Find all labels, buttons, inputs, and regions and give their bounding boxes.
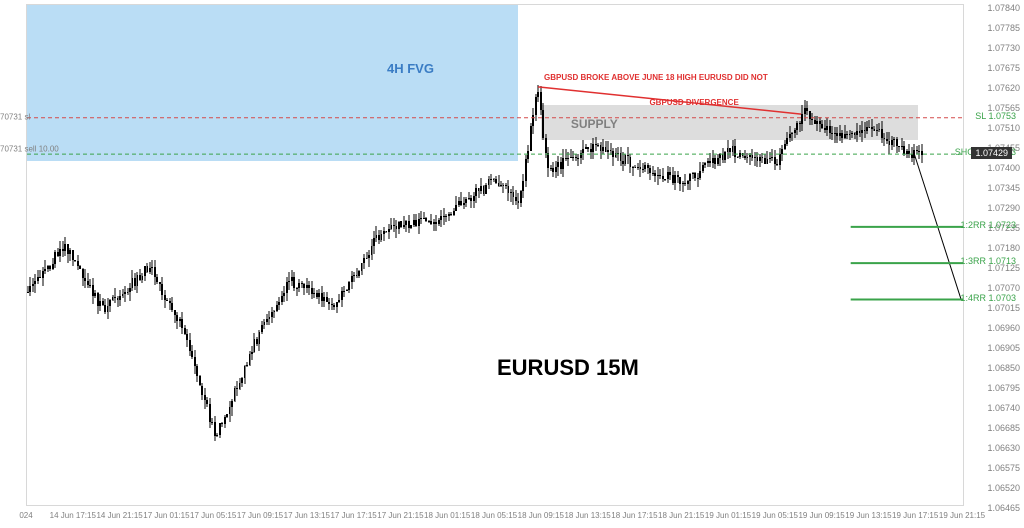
x-tick-label: 17 Jun 17:15: [330, 511, 376, 520]
chart-title: EURUSD 15M: [497, 355, 639, 381]
y-tick-label: 1.07400: [987, 163, 1020, 173]
y-tick-label: 1.07510: [987, 123, 1020, 133]
x-tick-label: 18 Jun 05:15: [471, 511, 517, 520]
y-tick-label: 1.06905: [987, 343, 1020, 353]
x-tick-label: 19 Jun 13:15: [845, 511, 891, 520]
x-tick-label: 18 Jun 17:15: [611, 511, 657, 520]
y-tick-label: 1.06795: [987, 383, 1020, 393]
y-tick-label: 1.06740: [987, 403, 1020, 413]
y-axis: 1.064651.065201.065751.066301.066851.067…: [964, 4, 1024, 504]
x-axis: 02414 Jun 17:1514 Jun 21:1517 Jun 01:151…: [26, 506, 962, 528]
x-tick-label: 14 Jun 21:15: [96, 511, 142, 520]
x-tick-label: 17 Jun 01:15: [143, 511, 189, 520]
y-tick-label: 1.07180: [987, 243, 1020, 253]
x-tick-label: 17 Jun 05:15: [190, 511, 236, 520]
y-tick-label: 1.07290: [987, 203, 1020, 213]
level-label: SL 1.0753: [975, 111, 1016, 121]
y-tick-label: 1.06630: [987, 443, 1020, 453]
x-tick-label: 18 Jun 21:15: [658, 511, 704, 520]
y-tick-label: 1.06520: [987, 483, 1020, 493]
x-tick-label: 19 Jun 21:15: [939, 511, 985, 520]
y-tick-label: 1.07345: [987, 183, 1020, 193]
x-tick-label: 19 Jun 17:15: [892, 511, 938, 520]
y-tick-label: 1.07840: [987, 3, 1020, 13]
y-tick-label: 1.06960: [987, 323, 1020, 333]
y-tick-label: 1.07675: [987, 63, 1020, 73]
chart-container: EURUSD 15M 4H FVG SUPPLY GBPUSD BROKE AB…: [0, 0, 1024, 528]
x-tick-label: 17 Jun 09:15: [237, 511, 283, 520]
y-tick-label: 1.07015: [987, 303, 1020, 313]
current-price-box: 1.07429: [971, 147, 1012, 159]
x-tick-label: 18 Jun 13:15: [564, 511, 610, 520]
level-label: 1:4RR 1.0703: [960, 293, 1016, 303]
x-tick-label: 14 Jun 17:15: [50, 511, 96, 520]
level-label: 1:3RR 1.0713: [960, 256, 1016, 266]
plot-area[interactable]: EURUSD 15M 4H FVG SUPPLY GBPUSD BROKE AB…: [26, 4, 964, 506]
supply-zone-label: SUPPLY: [571, 117, 618, 131]
x-tick-label: 17 Jun 13:15: [284, 511, 330, 520]
x-tick-label: 19 Jun 05:15: [752, 511, 798, 520]
y-tick-label: 1.06685: [987, 423, 1020, 433]
divergence-annotation-2: GBPUSD DIVERGENCE: [649, 98, 738, 107]
y-tick-label: 1.07730: [987, 43, 1020, 53]
x-tick-label: 19 Jun 09:15: [798, 511, 844, 520]
x-tick-label: 17 Jun 21:15: [377, 511, 423, 520]
x-tick-label: 19 Jun 01:15: [705, 511, 751, 520]
fvg-zone: [27, 5, 518, 161]
y-tick-label: 1.07070: [987, 283, 1020, 293]
y-tick-label: 1.06575: [987, 463, 1020, 473]
y-tick-label: 1.07620: [987, 83, 1020, 93]
x-tick-label: 18 Jun 09:15: [518, 511, 564, 520]
level-label: 1:2RR 1.0723: [960, 220, 1016, 230]
y-tick-label: 1.06465: [987, 503, 1020, 513]
divergence-annotation-1: GBPUSD BROKE ABOVE JUNE 18 HIGH EURUSD D…: [544, 73, 768, 82]
x-tick-label: 024: [19, 511, 32, 520]
y-tick-label: 1.07785: [987, 23, 1020, 33]
position-label: 70731 sl: [0, 112, 30, 121]
y-tick-label: 1.06850: [987, 363, 1020, 373]
x-tick-label: 18 Jun 01:15: [424, 511, 470, 520]
fvg-label: 4H FVG: [387, 61, 434, 76]
position-label: 70731 sell 10.00: [0, 145, 59, 154]
